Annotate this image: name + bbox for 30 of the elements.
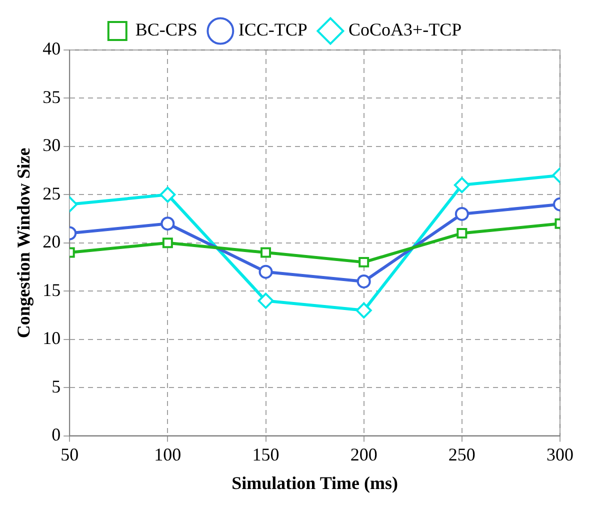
point <box>454 177 470 194</box>
point <box>356 274 371 288</box>
x-tick-label: 150 <box>252 444 280 464</box>
y-tick-label: 30 <box>42 135 61 156</box>
y-tick-label: 0 <box>52 424 61 445</box>
x-axis-title: Simulation Time (ms) <box>232 472 398 493</box>
point <box>454 206 469 221</box>
y-tick-label: 10 <box>42 328 61 348</box>
y-tick-label: 20 <box>42 232 61 252</box>
point <box>358 256 370 268</box>
legend-label: BC-CPS <box>135 20 198 40</box>
point <box>356 302 372 318</box>
x-tick-label: 50 <box>60 444 79 464</box>
y-tick-label: 5 <box>52 376 61 396</box>
y-tick-label: 35 <box>42 86 61 107</box>
y-axis-title: Congestion Window Size <box>13 148 34 338</box>
point <box>258 264 273 279</box>
point <box>258 292 274 309</box>
point <box>160 186 176 203</box>
point <box>260 247 272 258</box>
x-tick-label: 200 <box>350 444 378 464</box>
x-tick-label: 100 <box>154 444 182 464</box>
y-tick-label: 40 <box>42 38 61 59</box>
y-tick-label: 15 <box>42 280 61 300</box>
point <box>160 216 175 231</box>
y-tick-label: 25 <box>42 183 61 204</box>
legend-label: CoCoA3+-TCP <box>348 20 462 40</box>
x-tick-label: 250 <box>448 444 476 464</box>
legend-label: ICC-TCP <box>238 20 308 40</box>
x-tick-label: 300 <box>546 444 574 464</box>
